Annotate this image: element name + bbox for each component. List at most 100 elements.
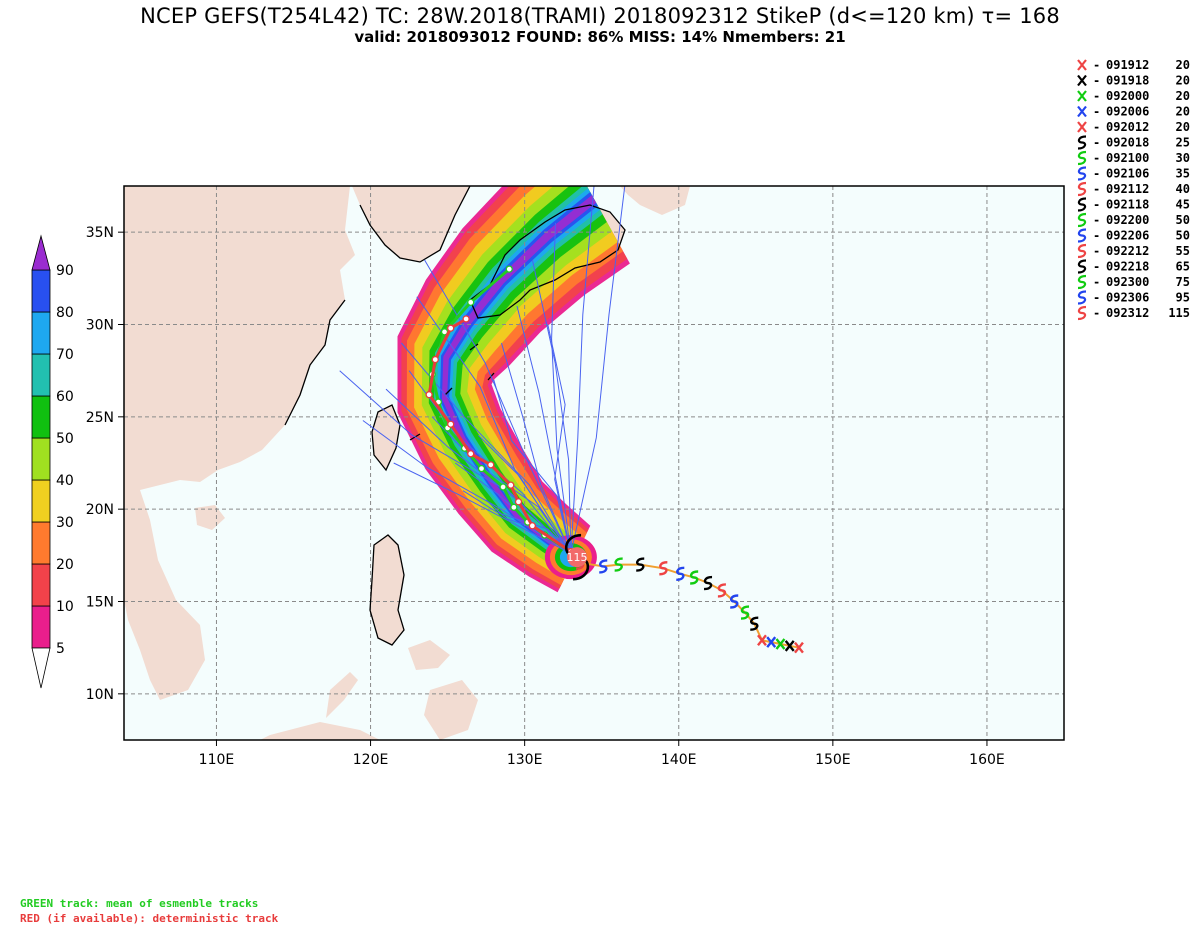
legend-time-092218: 092218 [1106, 260, 1149, 274]
observed-fix-091918 [784, 640, 795, 652]
current-position-disc [567, 547, 588, 568]
observed-fix-092200 [689, 570, 699, 585]
member-track-21 [339, 370, 572, 554]
deterministic-track [425, 315, 575, 556]
legend-time-092000: 092000 [1106, 89, 1149, 103]
lon-label-130: 130E [507, 752, 543, 768]
legend-dash-092300: - [1093, 275, 1100, 289]
legend-dash-091918: - [1093, 74, 1100, 88]
colorbar-label-80: 80 [56, 305, 74, 321]
legend-intensity-092000: 20 [1176, 89, 1190, 103]
legend-dash-092106: - [1093, 167, 1100, 181]
longitude-labels: 110E 120E 130E 140E 150E 160E [199, 740, 1005, 768]
lat-lon-grid [124, 186, 1064, 740]
legend-time-092112: 092112 [1106, 182, 1149, 196]
latitude-labels: 10N 15N 20N 25N 30N 35N [86, 225, 124, 703]
colorbar-seg-30 [31, 479, 51, 523]
note-green-track: GREEN track: mean of esmenble tracks [20, 897, 259, 910]
lat-label-20: 20N [86, 502, 114, 518]
legend-dash-092306: - [1093, 291, 1100, 305]
legend-time-092100: 092100 [1106, 151, 1149, 165]
legend-symbol-092300 [1077, 274, 1087, 290]
legend-dash-091912: - [1093, 58, 1100, 72]
lat-label-30: 30N [86, 318, 114, 334]
member-track-12 [531, 259, 572, 554]
legend-intensity-092100: 30 [1176, 151, 1190, 165]
legend-symbol-092206 [1077, 228, 1087, 243]
member-track-15 [570, 186, 626, 554]
legend-time-092012: 092012 [1106, 120, 1149, 134]
member-track-16 [547, 324, 572, 554]
legend-symbol-091918 [1077, 74, 1087, 87]
legend-intensity-092106: 35 [1176, 167, 1190, 181]
legend-intensity-092118: 45 [1176, 198, 1190, 212]
colorbar-seg-60 [31, 353, 51, 397]
legend-intensity-091912: 20 [1176, 58, 1190, 72]
det-track-point-9 [431, 355, 439, 364]
colorbar-label-10: 10 [56, 599, 74, 615]
observed-fix-092012 [757, 634, 767, 647]
legend-time-092212: 092212 [1106, 244, 1149, 258]
observed-fix-092000 [775, 638, 786, 650]
current-intensity-label: 115 [567, 551, 588, 564]
colorbar-seg-70 [31, 311, 51, 355]
legend-dash-092200: - [1093, 213, 1100, 227]
observed-fix-092018 [750, 616, 759, 631]
det-track-point-11 [462, 315, 470, 323]
land-korea [352, 186, 470, 262]
legend-symbol-092200 [1077, 212, 1087, 228]
det-track-point-2 [528, 522, 537, 530]
lon-label-110: 110E [199, 752, 235, 768]
legend-symbol-092100 [1077, 150, 1087, 166]
legend-intensity-092200: 50 [1176, 213, 1190, 227]
observed-fix-092206 [676, 566, 685, 581]
legend-time-092118: 092118 [1106, 198, 1149, 212]
legend-intensity-091918: 20 [1176, 74, 1190, 88]
observed-fix-092106 [730, 594, 739, 609]
lon-label-120: 120E [353, 752, 389, 768]
legend-intensity-092112: 40 [1176, 182, 1190, 196]
land-visayas [408, 640, 450, 670]
current-position-marker: 115 [565, 533, 590, 581]
legend-symbol-092112 [1077, 181, 1087, 197]
colorbar-bottom-arrow [31, 647, 51, 689]
member-track-14 [570, 186, 595, 554]
legend-intensity-092300: 75 [1176, 275, 1190, 289]
member-track-11 [516, 305, 572, 554]
legend-symbol-092218 [1077, 259, 1087, 274]
legend-time-092200: 092200 [1106, 213, 1149, 227]
legend-dash-092100: - [1093, 151, 1100, 165]
colorbar-seg-10 [31, 563, 51, 607]
land-hokkaido [620, 186, 690, 215]
colorbar-seg-5 [31, 605, 51, 649]
det-track-point-10 [447, 324, 455, 332]
legend-symbol-092306 [1077, 290, 1087, 305]
mean-track-point-6 [477, 464, 486, 473]
legend-intensity-092206: 50 [1176, 229, 1190, 243]
lat-label-25: 25N [86, 410, 114, 426]
legend-dash-092206: - [1093, 229, 1100, 243]
member-track-20 [424, 259, 572, 554]
mean-track-point-4 [510, 503, 518, 511]
legend-dash-092118: - [1093, 198, 1100, 212]
det-track-point-7 [447, 420, 455, 428]
colorbar-label-5: 5 [56, 641, 65, 657]
coast-luzon [369, 534, 405, 646]
legend-symbol-091912 [1077, 59, 1087, 71]
legend-time-091918: 091918 [1106, 74, 1149, 88]
det-track-point-3 [514, 498, 523, 506]
land-palawan [326, 672, 358, 718]
colorbar-label-20: 20 [56, 557, 74, 573]
observed-fix-092212 [659, 561, 668, 576]
legend-intensity-092306: 95 [1176, 291, 1190, 305]
coast-japan [469, 204, 626, 319]
colorbar-label-40: 40 [56, 473, 74, 489]
shading-band-50 [428, 186, 607, 569]
legend-intensity-092012: 20 [1176, 120, 1190, 134]
colorbar-label-50: 50 [56, 431, 74, 447]
legend-dash-092112: - [1093, 182, 1100, 196]
track-legend: -091912 20- 091918 20- 092000 20- 092006 20- 092… [1077, 58, 1190, 321]
det-track-point-5 [487, 461, 495, 469]
coast-china [284, 299, 346, 426]
